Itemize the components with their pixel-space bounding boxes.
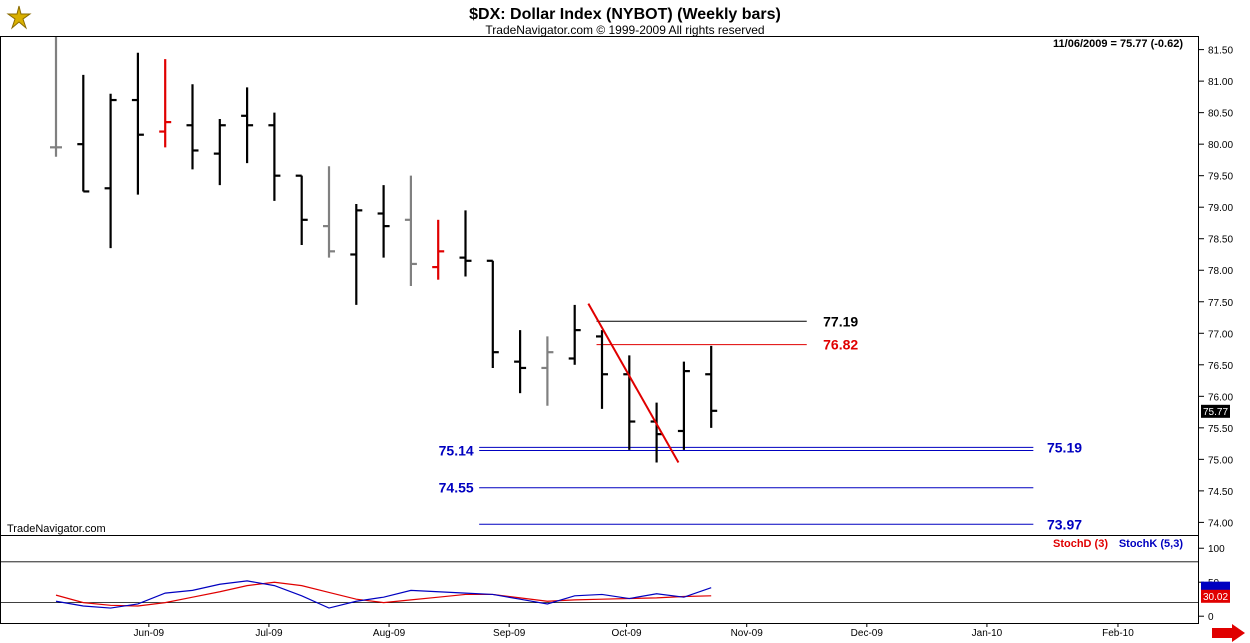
y-tick-label: 79.50 [1208, 172, 1233, 183]
ohlc-bar [159, 59, 172, 148]
ohlc-bar [77, 74, 90, 193]
watermark-text: TradeNavigator.com [7, 523, 106, 535]
chart-title: $DX: Dollar Index (NYBOT) (Weekly bars) [469, 6, 781, 23]
level-label: 75.14 [439, 443, 474, 459]
x-axis: Jun-09 Jul-09 Aug-09 Sep-09 Oct-09 Nov-09 Dec-… [134, 623, 1134, 639]
stoch-panel[interactable] [0, 535, 1199, 624]
y-tick-label: 81.00 [1208, 77, 1233, 88]
ohlc-bar [596, 330, 608, 409]
stoch-series-line [55, 581, 712, 607]
ohlc-bar [486, 259, 499, 368]
x-tick-label: Feb-10 [1102, 628, 1134, 639]
ohlc-bar [50, 37, 62, 157]
x-tick-label: Jan-10 [972, 628, 1003, 639]
trend-layer [587, 303, 680, 463]
legend-stochd: StochD (3) [1053, 538, 1108, 550]
last-bar-info: 11/06/2009 = 75.77 (-0.62) [1053, 38, 1183, 50]
ohlc-bar [213, 118, 226, 186]
ohlc-bar [541, 336, 554, 406]
ohlc-bar [104, 93, 117, 249]
price-panel[interactable] [0, 36, 1199, 536]
y-tick-label: 75.50 [1208, 424, 1233, 435]
ohlc-bar [295, 174, 308, 246]
price-y-axis: 81.50 81.00 80.50 80.00 79.50 79.00 78.50 78.00… [1199, 46, 1233, 529]
legend-stochk: StochK (5,3) [1119, 538, 1184, 550]
stoch-series-line [55, 580, 712, 609]
x-tick-label: Oct-09 [612, 628, 642, 639]
trend-line [587, 303, 680, 463]
ohlc-bar [432, 219, 445, 280]
x-tick-label: Aug-09 [373, 628, 406, 639]
level-label: 75.19 [1047, 439, 1082, 455]
stoch-layer: 10050030.02 [1, 544, 1230, 623]
y-tick-label: 78.00 [1208, 266, 1233, 277]
y-tick-label: 74.50 [1208, 487, 1233, 498]
last-price-box [1201, 404, 1230, 418]
ohlc-bar [705, 345, 718, 428]
y-tick-label: 81.50 [1208, 46, 1233, 57]
level-label: 76.82 [823, 337, 858, 353]
y-tick-label: 77.00 [1208, 329, 1233, 340]
x-tick-label: Nov-09 [731, 628, 764, 639]
last-price-label: 75.77 [1203, 407, 1228, 418]
levels-layer: 77.19 76.82 75.19 75.14 74.55 73.97 [439, 313, 1083, 532]
scroll-right-arrow-icon[interactable] [1212, 624, 1245, 642]
x-tick-label: Jul-09 [255, 628, 283, 639]
y-tick-label: 76.00 [1208, 392, 1233, 403]
x-tick-label: Dec-09 [851, 628, 884, 639]
y-tick-label: 76.50 [1208, 361, 1233, 372]
stoch-tick-label: 0 [1208, 612, 1214, 623]
bars-layer [50, 37, 718, 463]
ohlc-bar [377, 185, 390, 258]
x-tick-label: Jun-09 [134, 628, 165, 639]
ohlc-bar [677, 361, 690, 450]
y-tick-label: 74.00 [1208, 518, 1233, 529]
chart-subtitle: TradeNavigator.com © 1999-2009 All right… [485, 23, 764, 37]
level-label: 77.19 [823, 313, 858, 329]
y-tick-label: 78.50 [1208, 235, 1233, 246]
ohlc-bar [186, 84, 199, 170]
ohlc-bar [459, 210, 472, 277]
level-label: 74.55 [439, 480, 474, 496]
ohlc-bar [514, 330, 527, 394]
level-label: 73.97 [1047, 516, 1082, 532]
ohlc-bar [350, 204, 363, 305]
x-tick-label: Sep-09 [493, 628, 526, 639]
ohlc-bar [131, 52, 144, 195]
stochd-last-box [1201, 589, 1230, 603]
ohlc-bar [241, 87, 254, 164]
ohlc-bar [268, 112, 281, 201]
ohlc-bar [568, 304, 581, 365]
stochk-last-box [1201, 581, 1230, 593]
y-tick-label: 77.50 [1208, 298, 1233, 309]
ohlc-bar [404, 175, 417, 286]
y-tick-label: 75.00 [1208, 455, 1233, 466]
y-tick-label: 79.00 [1208, 203, 1233, 214]
stoch-tick-label: 100 [1208, 544, 1225, 555]
corner-logo-icon[interactable] [3, 3, 35, 33]
stochd-last-label: 30.02 [1203, 592, 1228, 603]
ohlc-bar [323, 166, 335, 258]
y-tick-label: 80.00 [1208, 140, 1233, 151]
y-tick-label: 80.50 [1208, 109, 1233, 120]
